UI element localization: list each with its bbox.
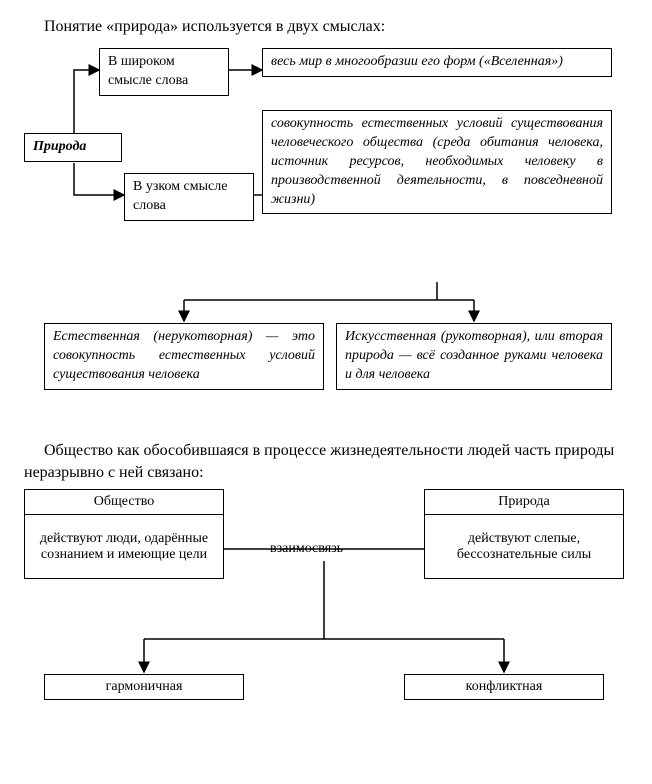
branch-wide: В широком смысле слова — [99, 48, 229, 96]
root-label: Природа — [33, 139, 86, 154]
branch-narrow: В узком смысле слова — [124, 173, 254, 221]
table-nature: Природа действуют слепые, бессознательны… — [424, 489, 624, 579]
nature-body: действуют слепые, бессознательные силы — [425, 515, 624, 579]
branch-wide-def-text: весь мир в многообразии его форм («Вселе… — [271, 54, 563, 69]
outcome-conflict-text: конфликтная — [466, 679, 543, 694]
branch-wide-label: В широком смысле слова — [108, 54, 188, 88]
root-node: Природа — [24, 133, 122, 162]
nature-head: Природа — [425, 490, 624, 515]
sub-natural-text: Естественная (нерукотворная) — это совок… — [53, 329, 315, 382]
sub-artificial: Искусственная (рукотворная), или вторая … — [336, 323, 612, 390]
society-body: действуют люди, одарённые сознанием и им… — [25, 515, 224, 579]
outcome-harmonic: гармоничная — [44, 674, 244, 700]
society-head: Общество — [25, 490, 224, 515]
mid-text: взаимосвязь — [270, 541, 343, 556]
paragraph-society: Общество как обособившаяся в процессе жи… — [24, 440, 628, 483]
branch-narrow-def: совокупность естественных условий сущест… — [262, 110, 612, 214]
branch-narrow-def-text: совокупность естественных условий сущест… — [271, 116, 603, 207]
branch-narrow-label: В узком смысле слова — [133, 179, 227, 213]
branch-wide-def: весь мир в многообразии его форм («Вселе… — [262, 48, 612, 77]
sub-artificial-text: Искусственная (рукотворная), или вторая … — [345, 329, 603, 382]
diagram-society-nature: Общество действуют люди, одарённые созна… — [24, 489, 628, 714]
sub-natural: Естественная (нерукотворная) — это совок… — [44, 323, 324, 390]
outcome-harmonic-text: гармоничная — [106, 679, 183, 694]
diagram-nature-meanings: Природа В широком смысле слова весь мир … — [24, 48, 628, 428]
mid-label: взаимосвязь — [270, 541, 343, 557]
outcome-conflict: конфликтная — [404, 674, 604, 700]
table-society: Общество действуют люди, одарённые созна… — [24, 489, 224, 579]
page-title: Понятие «природа» используется в двух см… — [24, 18, 628, 36]
